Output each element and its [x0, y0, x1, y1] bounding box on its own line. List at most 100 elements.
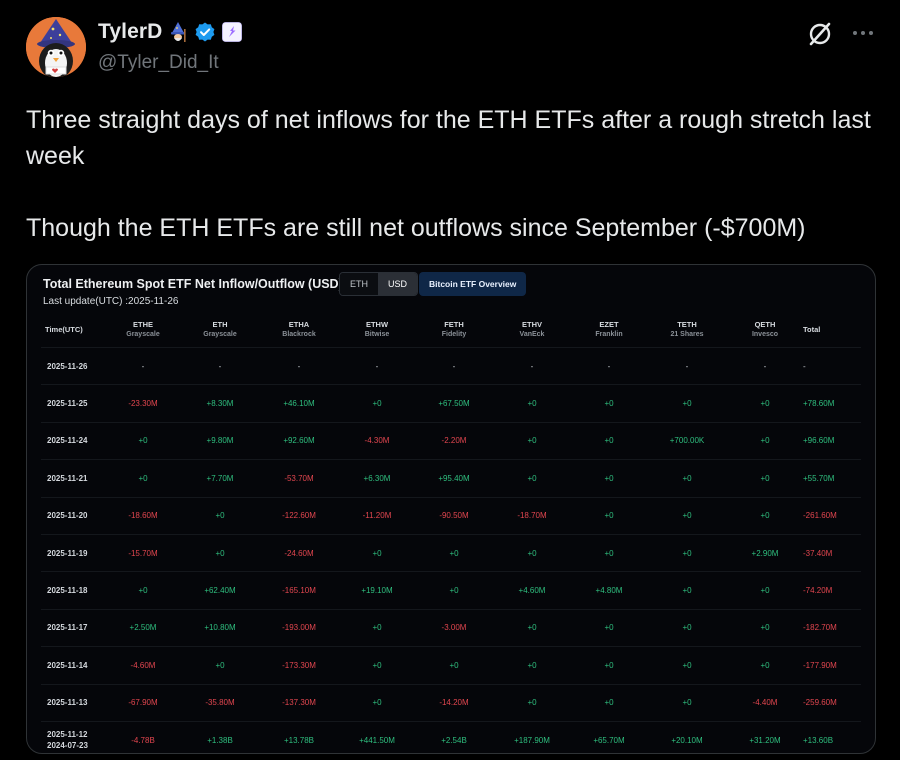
handle[interactable]: @Tyler_Did_It [98, 52, 219, 73]
flow-cell: -11.20M [339, 497, 415, 535]
flow-cell: +2.50M [105, 609, 181, 648]
flow-cell: +0 [415, 571, 493, 610]
flow-cell: +0 [493, 684, 571, 722]
card-title: Total Ethereum Spot ETF Net Inflow/Outfl… [43, 277, 343, 291]
column-issuer: Invesco [751, 331, 779, 338]
flow-cell: - [415, 347, 493, 386]
flow-cell: +0 [647, 384, 727, 423]
column-code: ETH [212, 320, 228, 329]
row-total-cell: -182.70M [803, 609, 861, 648]
flow-cell: +10.80M [181, 609, 259, 648]
column-issuer: Franklin [595, 331, 623, 338]
column-header-8: TETH 21 Shares [647, 311, 727, 348]
flow-cell: -165.10M [259, 571, 339, 610]
flow-cell: - [259, 347, 339, 386]
flow-cell: +187.90M [493, 721, 571, 753]
flow-cell: +0 [339, 609, 415, 648]
column-header-6: ETHV VanEck [493, 311, 571, 348]
column-code: EZET [599, 320, 619, 329]
flow-cell: -3.00M [415, 609, 493, 648]
flow-cell: +62.40M [181, 571, 259, 610]
flow-cell: -4.78B [105, 721, 181, 753]
row-total-cell: +13.60B [803, 721, 861, 753]
more-icon[interactable] [850, 22, 876, 44]
flow-cell: - [339, 347, 415, 386]
flow-cell: +0 [571, 497, 647, 535]
flow-cell: +0 [647, 609, 727, 648]
row-date-primary: 2025-11-20 [47, 511, 88, 521]
flow-cell: -173.30M [259, 646, 339, 685]
flow-cell: +0 [647, 497, 727, 535]
table-row[interactable]: 2025-11-18 +0 +62.40M -165.10M +19.10M +0 +4.6… [41, 571, 861, 610]
row-date-primary: 2025-11-25 [47, 399, 88, 409]
table-row[interactable]: 2025-11-17 +2.50M +10.80M -193.00M +0 -3.00M +… [41, 609, 861, 648]
table-row[interactable]: 2025-11-24 +0 +9.80M +92.60M -4.30M -2.20M +0 +… [41, 422, 861, 461]
table-row[interactable]: 2025-11-12 2024-07-23 -4.78B +1.38B +13.78B +… [41, 721, 861, 753]
tweet-paragraph-1: Three straight days of net inflows for t… [26, 106, 871, 170]
display-name[interactable]: TylerD [98, 20, 163, 43]
flow-cell: +0 [493, 609, 571, 648]
row-total-cell: -74.20M [803, 571, 861, 610]
row-date: 2025-11-25 [41, 384, 105, 423]
flow-cell: -193.00M [259, 609, 339, 648]
column-header-5: FETH Fidelity [415, 311, 493, 348]
flow-cell: +0 [647, 459, 727, 498]
column-header-3: ETHA Blackrock [259, 311, 339, 348]
table-header-row: Time(UTC) ETHE Grayscale ETH Grayscale ETHA Bl… [41, 311, 861, 348]
column-header-9: QETH Invesco [727, 311, 803, 348]
flow-cell: -18.70M [493, 497, 571, 535]
flow-cell: +0 [415, 534, 493, 573]
row-date-primary: 2025-11-19 [47, 548, 88, 558]
attached-image-card[interactable]: Total Ethereum Spot ETF Net Inflow/Outfl… [26, 264, 876, 754]
row-total-cell: +96.60M [803, 422, 861, 461]
flow-cell: +0 [727, 571, 803, 610]
row-total-cell: +78.60M [803, 384, 861, 423]
flow-cell: - [493, 347, 571, 386]
toggle-eth-button[interactable]: ETH [340, 273, 378, 295]
flow-cell: +0 [339, 684, 415, 722]
flow-cell: +0 [571, 384, 647, 423]
etf-flow-table: Time(UTC) ETHE Grayscale ETH Grayscale ETHA Bl… [41, 311, 861, 753]
table-row[interactable]: 2025-11-20 -18.60M +0 -122.60M -11.20M -90.50… [41, 497, 861, 535]
flow-cell: - [647, 347, 727, 386]
row-date: 2025-11-20 [41, 497, 105, 535]
flow-cell: +2.90M [727, 534, 803, 573]
flow-cell: +7.70M [181, 459, 259, 498]
verified-badge-icon[interactable] [194, 21, 216, 43]
column-issuer: Bitwise [364, 331, 390, 338]
table-row[interactable]: 2025-11-25 -23.30M +8.30M +46.10M +0 +67.50M +… [41, 384, 861, 423]
grok-icon[interactable] [806, 20, 834, 48]
flow-cell: -35.80M [181, 684, 259, 722]
row-date: 2025-11-26 [41, 347, 105, 386]
column-header-10: Total [803, 311, 861, 348]
affiliate-badge-icon[interactable] [221, 21, 243, 43]
toggle-usd-button[interactable]: USD [378, 273, 418, 295]
table-row[interactable]: 2025-11-21 +0 +7.70M -53.70M +6.30M +95.40M +0… [41, 459, 861, 498]
table-row[interactable]: 2025-11-13 -67.90M -35.80M -137.30M +0 -14.20… [41, 684, 861, 722]
column-header-4: ETHW Bitwise [339, 311, 415, 348]
flow-cell: +0 [727, 497, 803, 535]
flow-cell: - [181, 347, 259, 386]
column-header-2: ETH Grayscale [181, 311, 259, 348]
bitcoin-etf-overview-button[interactable]: Bitcoin ETF Overview [419, 272, 527, 296]
row-total-cell: - [803, 347, 861, 386]
flow-cell: -24.60M [259, 534, 339, 573]
table-row[interactable]: 2025-11-19 -15.70M +0 -24.60M +0 +0 +0 +0 +0 +2.9… [41, 534, 861, 573]
row-date: 2025-11-12 2024-07-23 [41, 721, 105, 753]
flow-cell: +0 [727, 646, 803, 685]
row-total-cell: -259.60M [803, 684, 861, 722]
flow-cell: +4.60M [493, 571, 571, 610]
flow-cell: -2.20M [415, 422, 493, 461]
flow-cell: +13.78B [259, 721, 339, 753]
table-row[interactable]: 2025-11-14 -4.60M +0 -173.30M +0 +0 +0 +0 +0 +0 -1… [41, 646, 861, 685]
avatar[interactable] [26, 17, 86, 77]
table-row[interactable]: 2025-11-26- - - - - - - - - - [41, 347, 861, 386]
flow-cell: +95.40M [415, 459, 493, 498]
flow-cell: +0 [181, 497, 259, 535]
column-header-7: EZET Franklin [571, 311, 647, 348]
flow-cell: +0 [181, 534, 259, 573]
flow-cell: +65.70M [571, 721, 647, 753]
flow-cell: -122.60M [259, 497, 339, 535]
row-date: 2025-11-19 [41, 534, 105, 573]
